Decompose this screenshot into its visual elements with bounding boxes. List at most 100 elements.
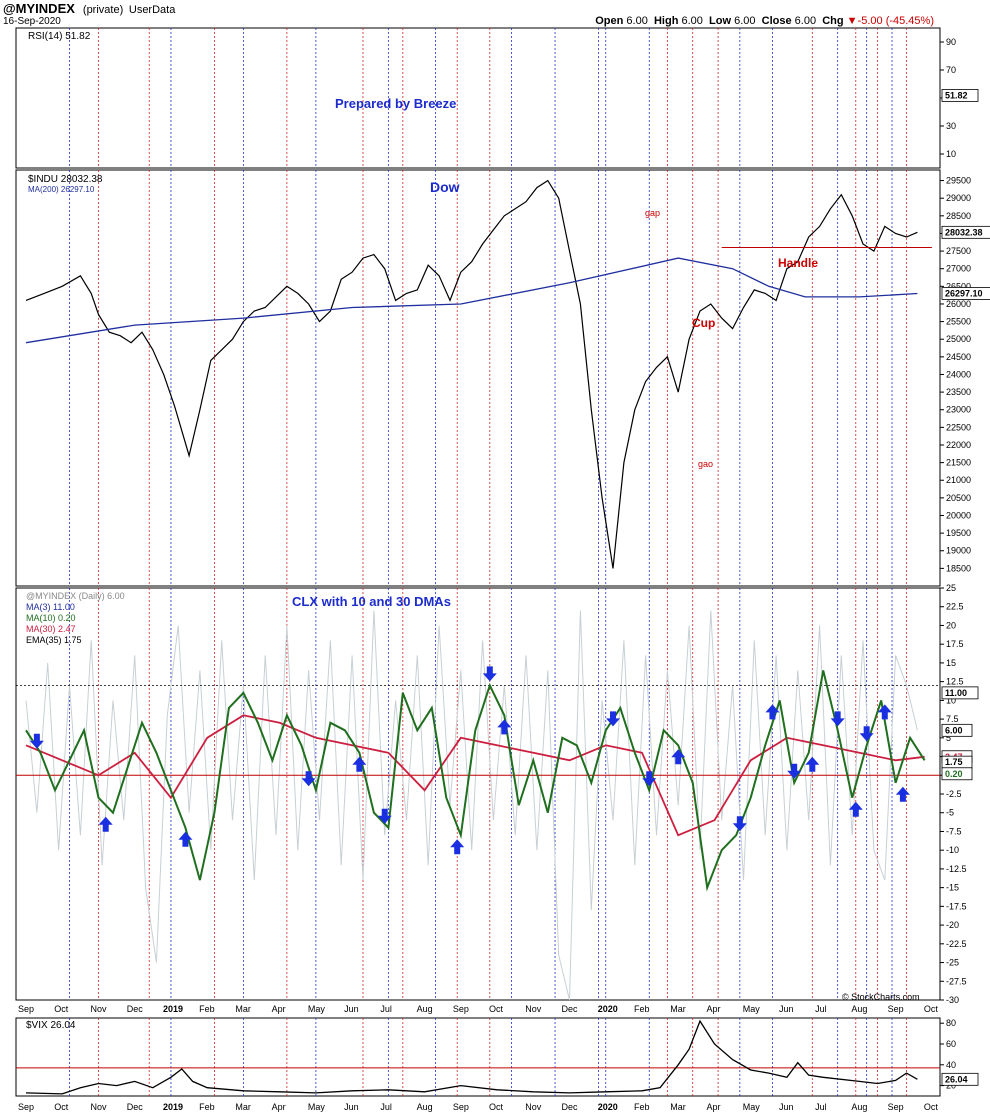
ma200-value-box bbox=[941, 287, 990, 300]
y-tick-label: 25 bbox=[946, 583, 956, 593]
y-tick-label: 21000 bbox=[946, 475, 971, 485]
chart-header: @MYINDEX (private) UserData 16-Sep-2020 O… bbox=[0, 0, 990, 28]
up-arrow-icon bbox=[450, 839, 465, 855]
vix-x-label: 2020 bbox=[598, 1102, 618, 1112]
main-x-label: Oct bbox=[924, 1004, 939, 1014]
y-tick-label: 60 bbox=[946, 1039, 956, 1049]
y-tick-label: -5 bbox=[946, 808, 954, 818]
up-arrow-icon bbox=[765, 704, 780, 720]
vix-line bbox=[25, 1019, 918, 1095]
vix-x-label: Jul bbox=[380, 1102, 392, 1112]
vix-x-label: Sep bbox=[18, 1102, 34, 1112]
vix-x-label: Feb bbox=[199, 1102, 215, 1112]
dow-price-line bbox=[25, 179, 918, 569]
y-tick-label: -17.5 bbox=[946, 901, 967, 911]
main-x-label: Mar bbox=[670, 1004, 686, 1014]
y-tick-label: -27.5 bbox=[946, 976, 967, 986]
main-x-label: Dec bbox=[127, 1004, 144, 1014]
clx-value-1-75: 1.75 bbox=[945, 757, 963, 767]
y-tick-label: -10 bbox=[946, 845, 959, 855]
vix-x-label: Sep bbox=[888, 1102, 904, 1112]
ma30-line bbox=[25, 714, 925, 837]
cup-annotation: Cup bbox=[692, 316, 715, 330]
down-arrow-icon bbox=[606, 711, 621, 727]
ma200-legend: MA(200) 26297.10 bbox=[28, 185, 95, 194]
y-tick-label: 20000 bbox=[946, 510, 971, 520]
up-arrow-icon bbox=[895, 786, 910, 802]
vix-x-label: Mar bbox=[235, 1102, 251, 1112]
y-tick-label: -7.5 bbox=[946, 826, 962, 836]
y-tick-label: 22000 bbox=[946, 440, 971, 450]
main-x-label: Mar bbox=[235, 1004, 251, 1014]
y-tick-label: 26500 bbox=[946, 281, 971, 291]
y-tick-label: -30 bbox=[946, 995, 959, 1005]
clx-value-6: 6.00 bbox=[945, 725, 963, 735]
vix-last-value-box bbox=[941, 1072, 979, 1086]
y-tick-label: 22500 bbox=[946, 422, 971, 432]
clx-legend-2: MA(10) 0.20 bbox=[26, 613, 76, 623]
indu-legend: $INDU 28032.38 bbox=[28, 174, 103, 185]
y-tick-label: 5 bbox=[946, 733, 951, 743]
y-tick-label: -12.5 bbox=[946, 864, 967, 874]
vix-x-label: Aug bbox=[851, 1102, 867, 1112]
y-tick-label: 18500 bbox=[946, 563, 971, 573]
y-tick-label: 15 bbox=[946, 658, 956, 668]
vix-x-label: 2019 bbox=[163, 1102, 183, 1112]
up-arrow-icon bbox=[178, 831, 193, 847]
y-tick-label: 24000 bbox=[946, 369, 971, 379]
vix-x-label: Nov bbox=[90, 1102, 107, 1112]
y-tick-label: 27500 bbox=[946, 246, 971, 256]
y-tick-label: -2.5 bbox=[946, 789, 962, 799]
down-arrow-icon bbox=[859, 726, 874, 742]
clx-title: CLX with 10 and 30 DMAs bbox=[292, 594, 451, 609]
dow-last-price-box bbox=[941, 225, 990, 239]
down-triangle-icon: ▼ bbox=[846, 15, 858, 27]
panel-frame-1 bbox=[15, 169, 941, 587]
y-tick-label: 10 bbox=[946, 149, 956, 159]
userdata-label: UserData bbox=[128, 4, 176, 16]
y-tick-label: 20500 bbox=[946, 493, 971, 503]
vix-x-label: Dec bbox=[562, 1102, 579, 1112]
y-tick-label: 28500 bbox=[946, 211, 971, 221]
main-x-label: Nov bbox=[525, 1004, 542, 1014]
vix-x-label: Jul bbox=[815, 1102, 827, 1112]
clx-legend-3: MA(30) 2.47 bbox=[26, 624, 76, 634]
ohlc-readout: Open 6.00 High 6.00 Low 6.00 Close 6.00 … bbox=[595, 15, 934, 27]
prepared-by-annotation: Prepared by Breeze bbox=[335, 96, 456, 111]
y-tick-label: 12.5 bbox=[946, 677, 964, 687]
main-x-label: Nov bbox=[90, 1004, 107, 1014]
panel-frame-0 bbox=[15, 27, 941, 169]
main-x-label: 2020 bbox=[598, 1004, 618, 1014]
main-x-label: Dec bbox=[562, 1004, 579, 1014]
rsi-value-label: 51.82 bbox=[945, 90, 968, 100]
y-tick-label: 23000 bbox=[946, 405, 971, 415]
y-tick-label: 70 bbox=[946, 65, 956, 75]
gao-annotation: gao bbox=[698, 459, 713, 469]
panel-frame-2 bbox=[15, 587, 941, 1001]
y-tick-label: 90 bbox=[946, 37, 956, 47]
vix-x-label: Jun bbox=[779, 1102, 794, 1112]
main-x-label: Sep bbox=[18, 1004, 34, 1014]
vix-legend: $VIX 26.04 bbox=[26, 1020, 76, 1031]
main-x-label: Sep bbox=[888, 1004, 904, 1014]
y-tick-label: 25500 bbox=[946, 317, 971, 327]
y-tick-label: 23500 bbox=[946, 387, 971, 397]
main-x-label: Jun bbox=[344, 1004, 359, 1014]
clx-value-0-20-box bbox=[941, 767, 973, 781]
y-tick-label: 10 bbox=[946, 695, 956, 705]
daily-index-line bbox=[25, 610, 918, 1001]
y-tick-label: 22.5 bbox=[946, 602, 964, 612]
y-tick-label: -20 bbox=[946, 920, 959, 930]
main-x-label: Apr bbox=[706, 1004, 720, 1014]
down-arrow-icon bbox=[830, 711, 845, 727]
y-tick-label: 20 bbox=[946, 620, 956, 630]
vix-x-label: Apr bbox=[272, 1102, 286, 1112]
main-x-label: Oct bbox=[54, 1004, 69, 1014]
y-tick-label: 26000 bbox=[946, 299, 971, 309]
symbol-title: @MYINDEX (private) UserData bbox=[3, 1, 176, 16]
clx-legend-0: @MYINDEX (Daily) 6.00 bbox=[26, 591, 125, 601]
vix-x-label: Aug bbox=[417, 1102, 433, 1112]
y-tick-label: 25000 bbox=[946, 334, 971, 344]
down-arrow-icon bbox=[642, 771, 657, 787]
up-arrow-icon bbox=[848, 801, 863, 817]
